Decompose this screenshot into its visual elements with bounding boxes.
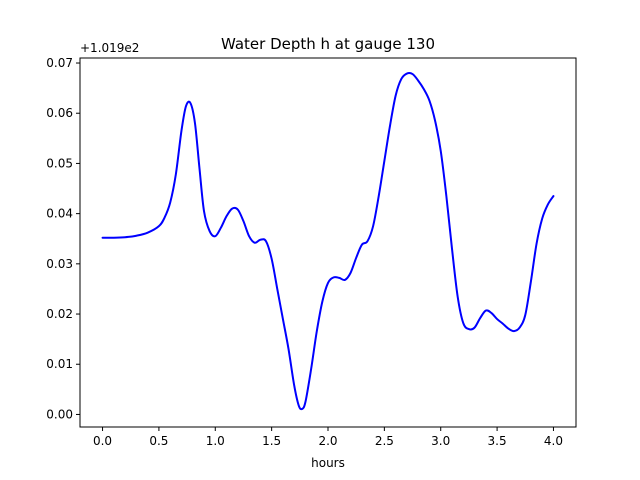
x-tick-label: 2.5 (375, 434, 394, 448)
y-tick-label: 0.03 (46, 257, 73, 271)
plot-frame (79, 57, 577, 428)
x-tick-label: 0.0 (93, 434, 112, 448)
x-tick-label: 2.0 (318, 434, 337, 448)
chart-title: Water Depth h at gauge 130 (221, 35, 435, 53)
x-tick-label: 1.0 (206, 434, 225, 448)
x-axis-label: hours (311, 456, 345, 470)
y-axis-ticks: 0.00 0.01 0.02 0.03 0.04 0.05 0.06 0.07 (46, 56, 80, 421)
y-axis-offset-label: +1.019e2 (80, 41, 139, 55)
y-tick-label: 0.02 (46, 307, 73, 321)
y-tick-label: 0.00 (46, 407, 73, 421)
y-tick-label: 0.04 (46, 207, 73, 221)
x-tick-label: 3.5 (488, 434, 507, 448)
y-tick-label: 0.05 (46, 156, 73, 170)
y-tick-label: 0.06 (46, 106, 73, 120)
x-tick-label: 3.0 (431, 434, 450, 448)
x-tick-label: 4.0 (544, 434, 563, 448)
series-layer (101, 72, 555, 411)
y-tick-label: 0.01 (46, 357, 73, 371)
x-axis-ticks: 0.0 0.5 1.0 1.5 2.0 2.5 3.0 3.5 4.0 (93, 427, 563, 448)
x-tick-label: 0.5 (149, 434, 168, 448)
y-tick-label: 0.07 (46, 56, 73, 70)
x-tick-label: 1.5 (262, 434, 281, 448)
water-depth-line (101, 72, 555, 411)
